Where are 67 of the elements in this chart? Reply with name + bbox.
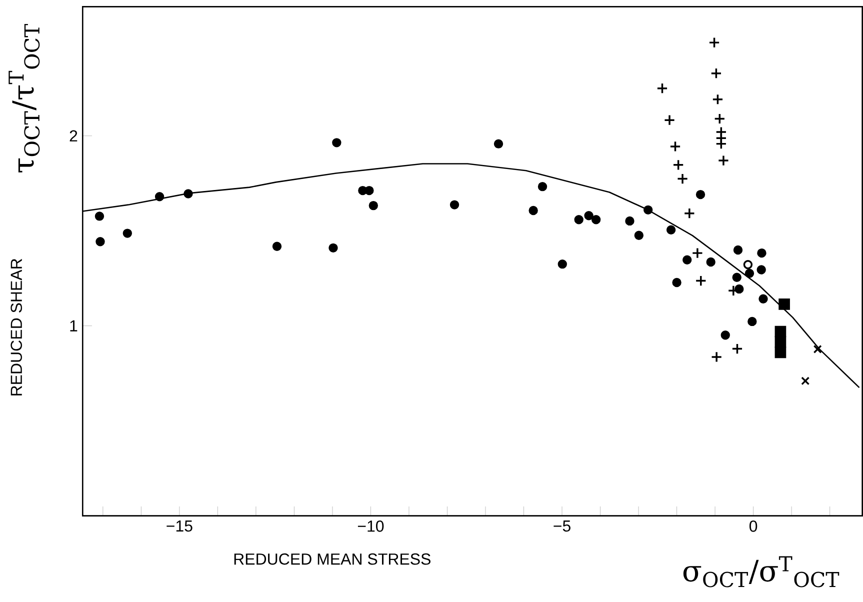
point — [758, 294, 768, 304]
point — [676, 172, 688, 184]
point — [328, 243, 338, 252]
point — [744, 268, 754, 278]
point — [558, 259, 567, 268]
point — [670, 140, 681, 152]
x-tick-label: 0 — [749, 520, 758, 532]
point — [715, 138, 727, 150]
point — [774, 346, 786, 358]
point — [734, 284, 744, 294]
point — [732, 272, 742, 282]
point — [756, 264, 766, 274]
point — [813, 344, 822, 354]
y-tick-label: 2 — [70, 130, 78, 142]
y-tick-label: 1 — [70, 320, 78, 332]
point — [538, 182, 548, 191]
point — [450, 200, 460, 210]
text: σ$_{OCT}$/σ$^{T}$OCT — [683, 556, 840, 588]
x-tick-label: −10 — [358, 520, 384, 532]
point — [696, 190, 706, 199]
point — [774, 326, 786, 337]
point — [591, 214, 601, 224]
point — [712, 93, 724, 105]
y-axis-title: REDUCED SHEAR — [10, 258, 22, 396]
point — [656, 82, 668, 94]
point — [96, 236, 105, 246]
point — [584, 210, 594, 220]
x-tick-label: −5 — [554, 520, 570, 532]
point — [706, 257, 716, 266]
point — [122, 228, 132, 238]
point — [684, 207, 696, 219]
point — [574, 214, 584, 224]
point — [672, 278, 682, 287]
point — [272, 242, 282, 251]
point — [664, 114, 676, 126]
point — [184, 188, 193, 198]
point — [743, 260, 753, 270]
point — [528, 206, 538, 215]
point — [710, 67, 722, 79]
point — [154, 192, 164, 202]
point — [714, 112, 726, 124]
point — [692, 247, 704, 259]
point — [666, 225, 676, 234]
point — [94, 211, 104, 221]
point — [625, 216, 634, 226]
point — [757, 248, 766, 258]
point — [368, 200, 378, 210]
x-tick-label: −15 — [166, 520, 192, 532]
point — [720, 330, 730, 340]
point — [733, 245, 743, 254]
point — [718, 154, 730, 166]
point — [732, 342, 743, 354]
point — [695, 274, 707, 286]
point — [332, 138, 342, 148]
x-axis-title: REDUCED MEAN STRESS — [234, 553, 430, 565]
point — [710, 351, 722, 362]
point — [634, 230, 644, 240]
point — [778, 298, 790, 310]
point — [364, 186, 374, 195]
point — [672, 159, 684, 170]
point — [682, 255, 692, 264]
point — [748, 316, 757, 326]
point — [643, 205, 653, 214]
point — [494, 139, 504, 148]
point — [708, 36, 720, 48]
point — [801, 376, 810, 385]
text: τ$_{OCT}$/τ$^{T}$OCT — [8, 24, 40, 172]
